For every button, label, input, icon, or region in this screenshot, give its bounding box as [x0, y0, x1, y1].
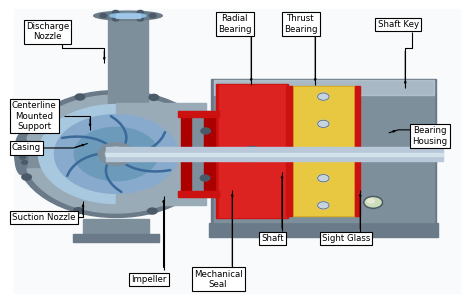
- Bar: [355, 86, 360, 216]
- Text: Impeller: Impeller: [132, 275, 167, 284]
- Bar: [188, 111, 209, 197]
- Circle shape: [364, 196, 383, 208]
- Circle shape: [112, 17, 119, 21]
- Bar: [211, 79, 436, 223]
- Circle shape: [367, 199, 374, 203]
- Circle shape: [318, 120, 329, 127]
- Circle shape: [17, 91, 216, 217]
- Circle shape: [55, 115, 178, 193]
- Circle shape: [20, 156, 26, 159]
- Ellipse shape: [94, 11, 162, 20]
- Bar: [204, 117, 215, 191]
- Bar: [415, 144, 429, 147]
- Circle shape: [100, 14, 107, 18]
- Circle shape: [318, 147, 329, 155]
- Circle shape: [22, 127, 32, 133]
- Text: Bearing
Housing: Bearing Housing: [412, 126, 447, 146]
- Ellipse shape: [110, 13, 146, 18]
- Text: Shaft Key: Shaft Key: [378, 20, 419, 29]
- Text: Shaft: Shaft: [261, 234, 284, 243]
- Circle shape: [318, 175, 329, 182]
- Circle shape: [318, 93, 329, 100]
- Circle shape: [201, 175, 210, 181]
- Circle shape: [149, 14, 156, 18]
- Bar: [178, 111, 219, 117]
- Bar: [292, 86, 355, 216]
- Circle shape: [147, 208, 157, 214]
- Circle shape: [112, 11, 119, 15]
- Bar: [73, 234, 159, 242]
- Bar: [178, 191, 219, 197]
- Text: Sight Glass: Sight Glass: [322, 234, 370, 243]
- Circle shape: [22, 161, 27, 164]
- Circle shape: [38, 104, 194, 204]
- Bar: [219, 85, 286, 217]
- Circle shape: [98, 143, 134, 165]
- Circle shape: [137, 17, 144, 21]
- Bar: [214, 80, 434, 222]
- Circle shape: [149, 94, 159, 100]
- Circle shape: [74, 127, 158, 181]
- Bar: [216, 84, 288, 218]
- Bar: [106, 153, 443, 156]
- Circle shape: [105, 147, 127, 161]
- Bar: [83, 219, 149, 236]
- Text: Radial
Bearing: Radial Bearing: [218, 14, 251, 34]
- Bar: [181, 117, 191, 191]
- Bar: [214, 80, 434, 95]
- Bar: [116, 103, 206, 205]
- Bar: [209, 223, 438, 237]
- Circle shape: [201, 128, 210, 134]
- Bar: [116, 14, 140, 18]
- Bar: [108, 17, 148, 108]
- Bar: [294, 87, 353, 215]
- Ellipse shape: [15, 133, 28, 175]
- Circle shape: [318, 202, 329, 209]
- Text: Suction Nozzle: Suction Nozzle: [12, 213, 75, 222]
- Circle shape: [24, 95, 209, 213]
- Circle shape: [22, 174, 31, 180]
- Circle shape: [137, 11, 144, 15]
- Bar: [23, 141, 45, 167]
- Text: Discharge
Nozzle: Discharge Nozzle: [26, 22, 69, 41]
- Circle shape: [15, 144, 21, 147]
- Bar: [286, 86, 292, 216]
- Circle shape: [73, 208, 83, 214]
- Circle shape: [17, 149, 23, 153]
- Bar: [106, 147, 443, 161]
- Text: Mechanical
Seal: Mechanical Seal: [194, 270, 242, 289]
- Text: Casing: Casing: [12, 143, 41, 153]
- Text: Thrust
Bearing: Thrust Bearing: [284, 14, 318, 34]
- Text: Centerline
Mounted
Support: Centerline Mounted Support: [12, 101, 56, 131]
- Circle shape: [75, 94, 85, 100]
